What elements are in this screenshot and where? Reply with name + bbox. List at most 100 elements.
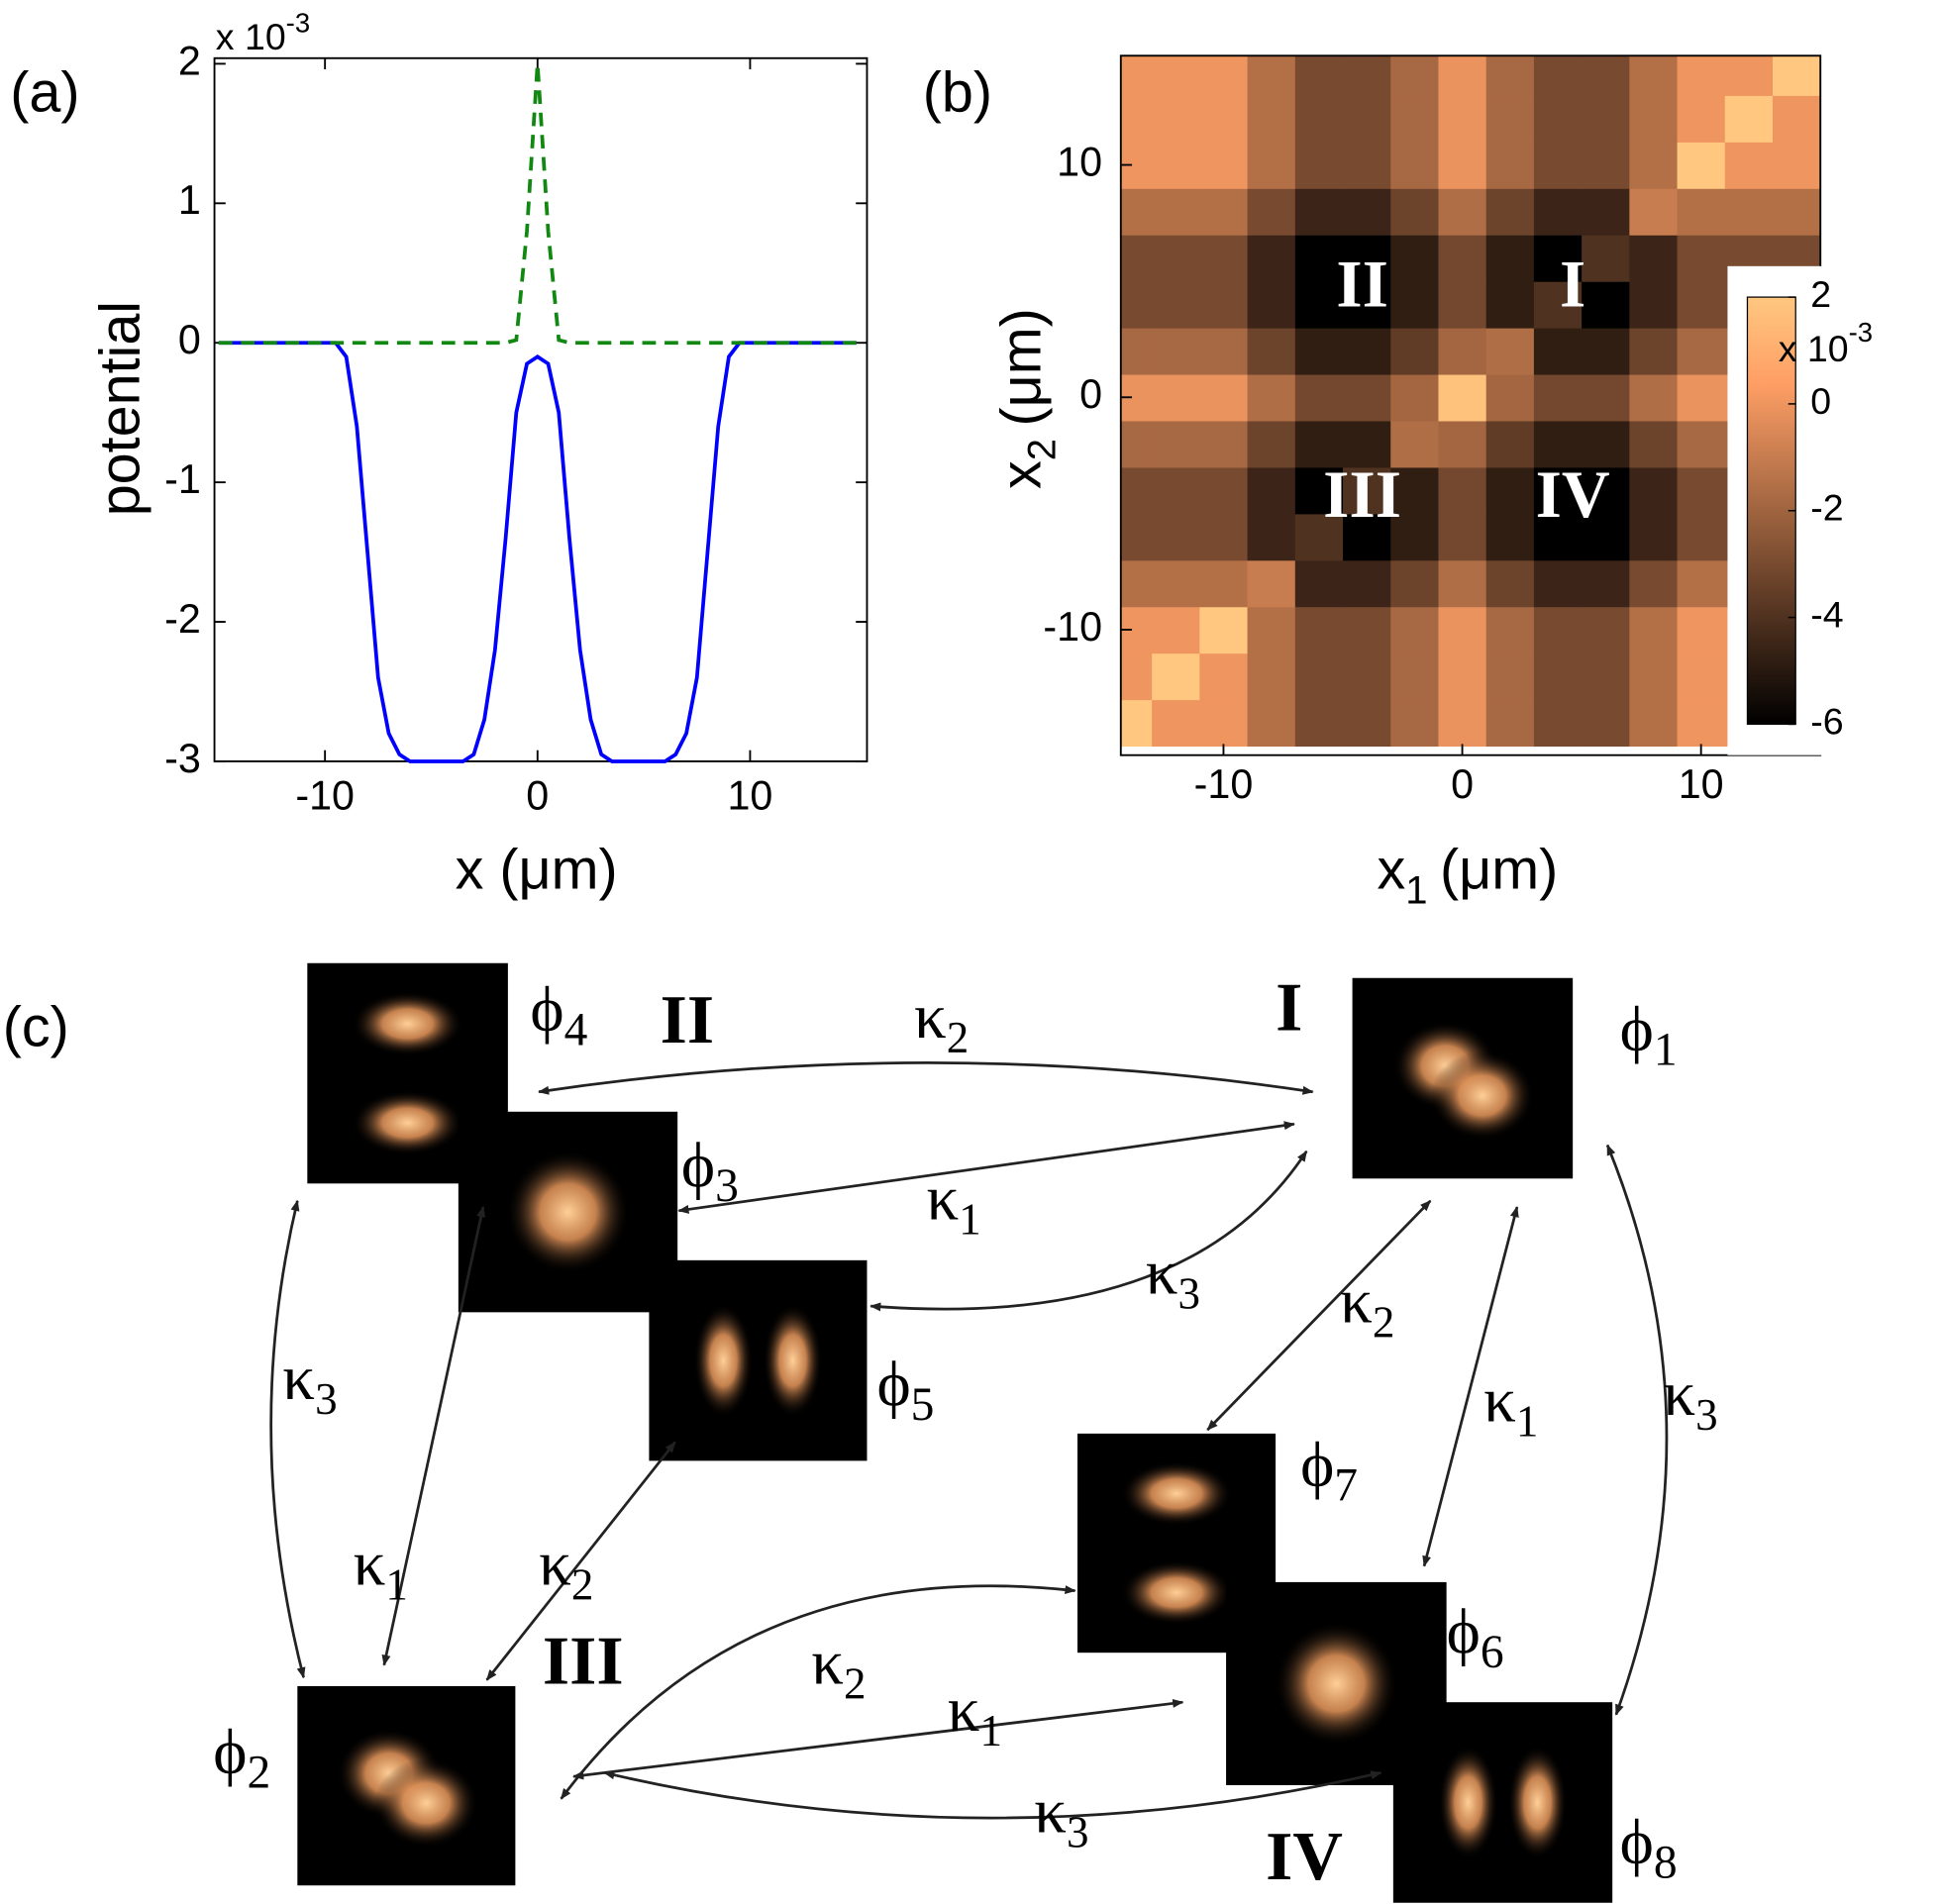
- heatmap-cell: [1247, 652, 1296, 701]
- mode-images: [297, 962, 1613, 1903]
- heatmap-cell: [1677, 466, 1726, 515]
- y-tick-label: 1: [178, 177, 201, 223]
- heatmap-cell: [1773, 188, 1821, 236]
- region-label: I: [1276, 969, 1302, 1046]
- label-part: κ: [914, 981, 947, 1052]
- label-part: ϕ: [876, 1349, 910, 1420]
- heatmap-cell: [1343, 420, 1391, 468]
- heatmap-cell: [1533, 652, 1583, 701]
- image-background: [649, 1259, 868, 1461]
- heatmap-cell: [1294, 559, 1344, 608]
- colorbar-tick-label: 0: [1810, 380, 1831, 422]
- heatmap-cell: [1485, 188, 1535, 236]
- image-background: [1392, 1702, 1613, 1903]
- plot-frame: [213, 56, 869, 762]
- label-part: κ: [926, 1163, 959, 1235]
- intensity-lobe: [1120, 1461, 1233, 1527]
- heatmap-cell: [1294, 142, 1344, 189]
- label-part: κ: [948, 1674, 980, 1746]
- heatmap-cell: [1677, 188, 1726, 236]
- heatmap-cell: [1582, 606, 1631, 654]
- intensity-lobe: [352, 991, 463, 1056]
- colorbar-scale-label: x 10-3: [1779, 317, 1873, 369]
- x-tick-label: 0: [526, 772, 549, 818]
- intensity-lobe: [1274, 1621, 1398, 1746]
- heatmap-cell: [1533, 699, 1583, 748]
- heatmap-cell: [1199, 188, 1249, 236]
- panel-label: (c): [3, 996, 69, 1059]
- heatmap-cell: [1533, 606, 1583, 654]
- heatmap-cell: [1485, 55, 1535, 96]
- heatmap-cell: [1247, 699, 1296, 748]
- heatmap-cell: [1629, 420, 1679, 468]
- mode-image: [1392, 1702, 1613, 1903]
- colorbar-tick-label: -2: [1810, 487, 1843, 529]
- intensity-lobe: [1507, 1745, 1568, 1859]
- arrow: [1206, 1199, 1432, 1432]
- label-part: 3: [1067, 1807, 1089, 1856]
- scale-exponent: -3: [1849, 317, 1873, 348]
- heatmap-cell: [1120, 513, 1153, 561]
- heatmap-cell: [1629, 95, 1679, 143]
- heatmap-cell: [1120, 55, 1153, 96]
- label-unit: (μm): [1440, 839, 1558, 902]
- heatmap-cell: [1582, 95, 1631, 143]
- intensity-lobe: [1120, 1560, 1233, 1626]
- label-part: 1: [980, 1706, 1002, 1755]
- region-label: II: [661, 982, 714, 1058]
- label-part: κ: [1483, 1364, 1516, 1436]
- arrow: [677, 1121, 1295, 1214]
- mode-image: [649, 1259, 868, 1461]
- heatmap-cell: [1582, 327, 1631, 375]
- heatmap-cell: [1677, 95, 1726, 143]
- label-part: 7: [1334, 1459, 1358, 1511]
- heatmap-cell: [1152, 280, 1201, 329]
- heatmap-cell: [1247, 373, 1296, 422]
- heatmap-cell: [1629, 513, 1679, 561]
- intensity-lobe: [693, 1303, 754, 1418]
- heatmap-cell: [1199, 466, 1249, 515]
- heatmap-cell: [1629, 280, 1679, 329]
- region-label: I: [1560, 247, 1585, 321]
- heatmap-cell: [1120, 280, 1153, 329]
- x-tick-label: -10: [1194, 761, 1254, 807]
- coupling-label: κ2: [539, 1528, 593, 1609]
- heatmap-cell: [1152, 95, 1201, 143]
- heatmap-cell: [1247, 466, 1296, 515]
- coupling-label: κ3: [1034, 1775, 1088, 1856]
- heatmap-cell: [1677, 420, 1726, 468]
- heatmap-cell: [1390, 466, 1440, 515]
- heatmap-cell: [1294, 699, 1344, 748]
- x-tick-label: 10: [1679, 761, 1724, 807]
- heatmap-cell: [1199, 280, 1249, 329]
- heatmap-cell: [1247, 420, 1296, 468]
- arrow: [485, 1441, 676, 1681]
- label-part: κ: [811, 1627, 844, 1698]
- heatmap-cell: [1390, 188, 1440, 236]
- heatmap-cell: [1677, 327, 1726, 375]
- heatmap-cell: [1294, 420, 1344, 468]
- heatmap-cell: [1199, 373, 1249, 422]
- label-part: κ: [1146, 1238, 1178, 1309]
- mode-image: [297, 1685, 516, 1886]
- y-axis-label: potential: [88, 301, 152, 516]
- heatmap-cell: [1294, 606, 1344, 654]
- y-tick-label: 0: [178, 317, 201, 362]
- label-part: κ: [282, 1343, 315, 1414]
- heatmap-cell: [1677, 373, 1726, 422]
- heatmap-cell: [1533, 188, 1583, 236]
- heatmap-cell: [1629, 142, 1679, 189]
- heatmap-cell: [1199, 420, 1249, 468]
- heatmap-cell: [1152, 559, 1201, 608]
- heatmap-cell: [1390, 373, 1440, 422]
- heatmap-cell: [1152, 699, 1201, 748]
- heatmap-cell: [1390, 95, 1440, 143]
- heatmap-cell: [1247, 559, 1296, 608]
- heatmap-cell: [1247, 55, 1296, 96]
- heatmap-cell: [1343, 513, 1391, 561]
- label-part: 1: [959, 1195, 981, 1245]
- heatmap-cell: [1677, 559, 1726, 608]
- label-part: 3: [1695, 1390, 1718, 1440]
